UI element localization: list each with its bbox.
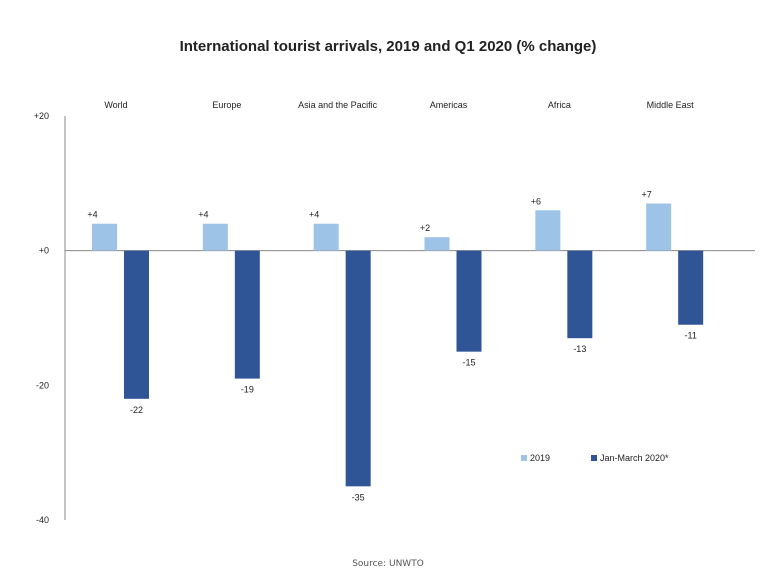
legend-label: 2019 <box>530 453 550 463</box>
y-tick-label: +0 <box>39 246 49 256</box>
category-label: Middle East <box>647 100 695 110</box>
data-label: -15 <box>462 358 475 368</box>
bars <box>92 203 704 487</box>
y-tick-label: -20 <box>36 380 49 390</box>
bar-q1-2020 <box>234 250 260 379</box>
data-label: -19 <box>241 385 254 395</box>
data-label: -11 <box>684 331 696 341</box>
bar-q1-2020 <box>345 250 371 487</box>
bar-2019 <box>202 223 228 251</box>
bar-2019 <box>92 223 117 251</box>
data-label: +4 <box>309 210 319 220</box>
category-label: Europe <box>212 100 241 110</box>
y-tick-label: +20 <box>34 111 49 121</box>
data-label: +2 <box>420 223 430 233</box>
bar-q1-2020 <box>124 250 149 399</box>
data-label: +7 <box>642 190 652 200</box>
y-tick-labels: +20 +0 -20 -40 <box>34 111 49 525</box>
category-label: World <box>104 100 127 110</box>
legend-swatch <box>591 455 597 461</box>
y-axis <box>64 116 755 520</box>
bar-2019 <box>646 203 672 251</box>
category-label: Asia and the Pacific <box>298 100 378 110</box>
bar-q1-2020 <box>567 250 593 339</box>
data-label: +4 <box>198 210 208 220</box>
category-label: Americas <box>430 100 468 110</box>
data-label: +6 <box>531 196 541 206</box>
legend: 2019 Jan-March 2020* <box>521 453 669 463</box>
bar-2019 <box>313 223 339 251</box>
data-label: -22 <box>130 405 143 415</box>
legend-label: Jan-March 2020* <box>600 453 669 463</box>
category-labels: World Europe Asia and the Pacific Americas A… <box>104 100 694 110</box>
data-label: -13 <box>573 344 586 354</box>
category-label: Africa <box>548 100 571 110</box>
data-labels: +4 -22 +4 -19 +4 -35 +2 -15 +6 -13 +7 -11 <box>87 190 696 503</box>
chart-title: International tourist arrivals, 2019 and… <box>179 38 597 55</box>
bar-q1-2020 <box>678 250 704 325</box>
data-label: -35 <box>352 492 365 502</box>
y-tick-label: -40 <box>36 515 49 525</box>
source-note: Source: UNWTO <box>352 559 424 569</box>
legend-swatch <box>521 455 527 461</box>
bar-2019 <box>535 210 561 251</box>
bar-2019 <box>424 237 450 251</box>
bar-q1-2020 <box>456 250 482 352</box>
data-label: +4 <box>87 210 97 220</box>
